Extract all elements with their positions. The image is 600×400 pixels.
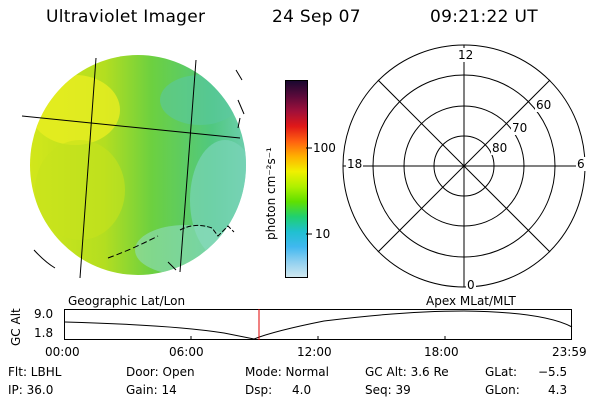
- dsp-label: Dsp:: [245, 383, 273, 397]
- door-info: Door: Open: [126, 365, 195, 379]
- seq-info: Seq: 39: [365, 383, 411, 397]
- mode-info: Mode: Normal: [245, 365, 329, 379]
- apex-coords-label: Apex MLat/MLT: [426, 294, 516, 308]
- uv-image-panel: [21, 55, 246, 279]
- ip-info: IP: 36.0: [8, 383, 54, 397]
- coastline: [107, 235, 159, 259]
- polar-mlt-plot: [342, 44, 586, 288]
- coastline: [33, 249, 56, 269]
- dsp-value: 4.0: [292, 383, 312, 397]
- y-tick-9: 9.0: [34, 307, 54, 321]
- x-tick-0600: 06:00: [169, 345, 204, 359]
- geo-meridian-line: [179, 59, 197, 273]
- time-label: 09:21:22 UT: [430, 7, 538, 27]
- mlt-label-18: 18: [346, 157, 364, 171]
- mlt-label-0: 0: [466, 278, 476, 292]
- instrument-title: Ultraviolet Imager: [46, 7, 206, 27]
- colorbar-tick-100: 100: [313, 141, 336, 155]
- gc-alt-info: GC Alt: 3.6 Re: [365, 365, 449, 379]
- colorbar-ticks: [306, 147, 312, 235]
- geo-coords-label: Geographic Lat/Lon: [68, 294, 186, 308]
- glat-value: −5.5: [538, 365, 568, 379]
- altitude-curve: [64, 310, 573, 340]
- coastline: [235, 69, 245, 129]
- mlt-label-12: 12: [457, 48, 475, 62]
- lat-label-60: 60: [535, 98, 553, 112]
- colorbar-tick-10: 10: [315, 227, 331, 241]
- x-tick-0000: 00:00: [45, 345, 80, 359]
- mlt-label-6: 6: [576, 157, 586, 171]
- colorbar-unit-label: photon cm⁻²s⁻¹: [264, 147, 278, 240]
- colorbar: [285, 80, 308, 278]
- y-tick-1.8: 1.8: [34, 326, 54, 340]
- glon-label: GLon:: [485, 383, 520, 397]
- glat-label: GLat:: [485, 365, 518, 379]
- geo-parallel-line: [21, 115, 241, 139]
- gain-info: Gain: 14: [126, 383, 177, 397]
- x-tick-2359: 23:59: [552, 345, 587, 359]
- altitude-timeline: [64, 309, 573, 340]
- filter-info: Flt: LBHL: [8, 365, 62, 379]
- lat-label-70: 70: [511, 121, 529, 135]
- geo-meridian-line: [79, 57, 97, 279]
- coastline: [179, 224, 235, 237]
- lat-label-80: 80: [491, 141, 509, 155]
- gc-alt-axis-title: GC Alt: [9, 308, 23, 346]
- x-tick-1200: 12:00: [297, 345, 332, 359]
- coastline: [167, 261, 177, 271]
- date-label: 24 Sep 07: [272, 7, 361, 27]
- x-tick-1800: 18:00: [424, 345, 459, 359]
- glon-value: 4.3: [548, 383, 568, 397]
